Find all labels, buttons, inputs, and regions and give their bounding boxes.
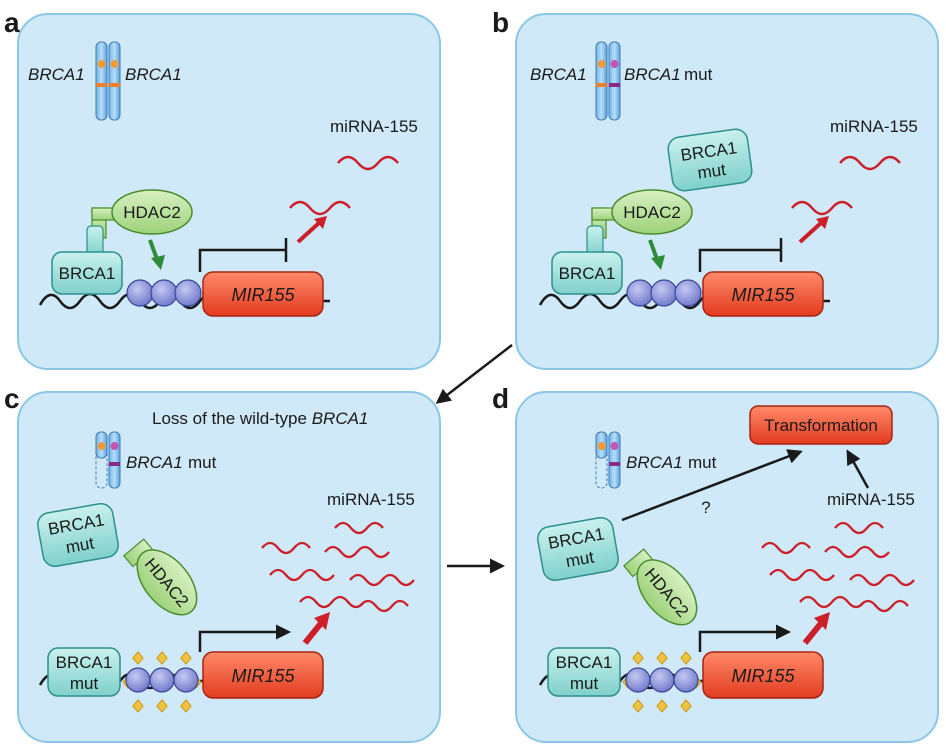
panel-b-gene-right: BRCA1 bbox=[624, 65, 681, 84]
panel-c-background bbox=[17, 391, 441, 743]
panel-d-gene: BRCA1 bbox=[626, 453, 683, 472]
mirna-strand bbox=[791, 200, 853, 216]
nucleosome bbox=[125, 667, 151, 693]
brca1-mut-suffix: mut bbox=[696, 160, 727, 183]
panel-a-hdac2: HDAC2 bbox=[91, 189, 193, 239]
panel-c-gene: BRCA1 bbox=[126, 453, 183, 472]
allele-dot-icon bbox=[97, 60, 106, 68]
panel-d-mirna-cluster bbox=[761, 521, 915, 613]
nucleosome bbox=[626, 279, 654, 307]
panel-a-brca1: BRCA1 bbox=[51, 225, 123, 295]
panel-b-mir155-gene bbox=[702, 271, 824, 317]
panel-d-brca1-mut-free: BRCA1 mut bbox=[537, 516, 619, 582]
panel-c-mir155-gene bbox=[202, 651, 324, 699]
panel-a-label: a bbox=[4, 7, 20, 38]
panel-a-background bbox=[17, 13, 441, 370]
brca1-mut-label: BRCA1 bbox=[56, 653, 113, 672]
panel-d-background bbox=[515, 391, 939, 743]
panel-d-brca1-mut-bound: BRCA1 mut bbox=[547, 647, 621, 697]
panel-d-mir155-gene bbox=[702, 651, 824, 699]
arrow-b-to-c bbox=[435, 344, 513, 404]
mir155-label: MIR155 bbox=[731, 666, 795, 686]
panel-d: d Transformation BRCA1 mut ? miRNA-155 bbox=[492, 383, 939, 743]
panel-a-mir155-gene bbox=[202, 271, 324, 317]
panel-b-brca1-mut-free: BRCA1 mut bbox=[667, 128, 753, 192]
panel-b: b BRCA1 BRCA1 mut miRNA-155 BRCA1 mut bbox=[492, 7, 939, 370]
panel-a: a BRCA1 BRCA1 miRNA-155 HDAC2 bbox=[4, 7, 441, 370]
mir155-label: MIR155 bbox=[231, 285, 295, 305]
panel-d-label: d bbox=[492, 383, 509, 414]
hdac2-label: HDAC2 bbox=[123, 203, 181, 222]
mirna-strand bbox=[337, 155, 399, 171]
question-mark: ? bbox=[701, 498, 710, 517]
panel-d-mirna-label: miRNA-155 bbox=[827, 490, 915, 509]
brca1-label: BRCA1 bbox=[559, 264, 616, 283]
arrow-mirna-to-transformation bbox=[846, 449, 870, 489]
nucleosome bbox=[149, 667, 175, 693]
transformation-box bbox=[749, 405, 893, 445]
active-transcription-arrow bbox=[698, 624, 791, 652]
mirna-strand bbox=[289, 200, 351, 216]
nucleosome bbox=[650, 279, 678, 307]
nucleosome bbox=[649, 667, 675, 693]
panel-c: c Loss of the wild-type BRCA1 BRCA1 mut … bbox=[4, 383, 441, 743]
mirna-production-arrow bbox=[296, 220, 322, 244]
nucleosome bbox=[174, 279, 202, 307]
repressed-transcription-line bbox=[198, 248, 285, 272]
brca1-mut-suffix: mut bbox=[570, 674, 599, 693]
panel-a-gene-left: BRCA1 bbox=[28, 65, 85, 84]
panel-b-brca1: BRCA1 bbox=[551, 225, 623, 295]
hdac2-label: HDAC2 bbox=[623, 203, 681, 222]
allele-dot-icon bbox=[110, 60, 119, 68]
panel-a-mirna-label: miRNA-155 bbox=[330, 117, 418, 136]
panel-c-brca1-mut-bound: BRCA1 mut bbox=[47, 647, 121, 697]
panel-b-mirna-label: miRNA-155 bbox=[830, 117, 918, 136]
panel-c-chromosome-pair bbox=[95, 431, 121, 489]
panel-b-chromosome-pair bbox=[595, 41, 621, 121]
mir155-label: MIR155 bbox=[231, 666, 295, 686]
nucleosome bbox=[126, 279, 154, 307]
panel-c-brca1-mut-free: BRCA1 mut bbox=[37, 502, 119, 568]
panel-c-mirna-cluster bbox=[261, 521, 415, 613]
panel-d-gene-suffix: mut bbox=[688, 453, 717, 472]
panel-a-chromosome-pair bbox=[95, 41, 121, 121]
panel-b-gene-left: BRCA1 bbox=[530, 65, 587, 84]
nucleosome bbox=[173, 667, 199, 693]
brca1-mut-suffix: mut bbox=[70, 674, 99, 693]
transformation-label: Transformation bbox=[764, 416, 878, 435]
mirna-strand bbox=[839, 155, 901, 171]
panel-b-label: b bbox=[492, 7, 509, 38]
brca1-mut-label: BRCA1 bbox=[556, 653, 613, 672]
panel-c-title: Loss of the wild-type BRCA1 bbox=[152, 409, 368, 428]
brca1-mut-suffix: mut bbox=[64, 533, 95, 557]
nucleosome bbox=[673, 667, 699, 693]
panel-b-gene-right-suffix: mut bbox=[684, 65, 713, 84]
mir155-label: MIR155 bbox=[731, 285, 795, 305]
panel-c-label: c bbox=[4, 383, 20, 414]
panel-d-hdac2-free: HDAC2 bbox=[622, 548, 698, 626]
panel-c-mirna-label: miRNA-155 bbox=[327, 490, 415, 509]
nucleosome bbox=[625, 667, 651, 693]
panel-a-gene-right: BRCA1 bbox=[125, 65, 182, 84]
panel-c-gene-suffix: mut bbox=[188, 453, 217, 472]
brca1-label: BRCA1 bbox=[59, 264, 116, 283]
active-transcription-arrow bbox=[198, 624, 291, 652]
brca1-mut-suffix: mut bbox=[564, 547, 595, 571]
nucleosome bbox=[674, 279, 702, 307]
arrow-brca1-to-transformation bbox=[621, 449, 803, 522]
nucleosome bbox=[150, 279, 178, 307]
panel-d-chromosome-pair bbox=[595, 431, 621, 489]
